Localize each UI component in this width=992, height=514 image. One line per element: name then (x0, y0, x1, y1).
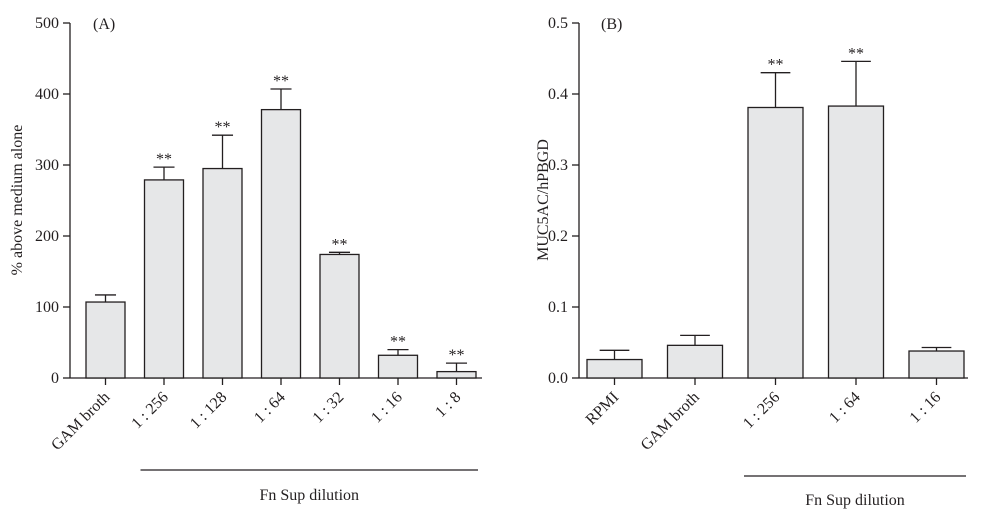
y-tick-label: 300 (35, 157, 59, 174)
group-label: Fn Sup dilution (259, 487, 359, 504)
x-tick-label: 1 : 16 (368, 389, 406, 427)
x-tick-label: 1 : 128 (187, 389, 230, 432)
x-tick-label: 1 : 64 (251, 389, 289, 427)
y-tick-label: 400 (35, 86, 59, 103)
panel-label: (B) (601, 16, 622, 33)
significance-marker: ** (390, 334, 406, 351)
x-tick-label: 1 : 256 (740, 389, 783, 432)
x-tick-label: 1 : 256 (128, 389, 171, 432)
y-tick-label: 0.1 (548, 299, 568, 316)
panel-b: 0.0 0.1 0.2 0.3 0.4 0.5 MUC5AC/hPBGD (B) RPMI GAM… (535, 15, 968, 509)
x-tick-label: 1 : 64 (826, 389, 864, 427)
y-axis-title: MUC5AC/hPBGD (535, 139, 552, 261)
bar (143, 179, 185, 379)
bar (908, 350, 965, 379)
significance-marker: ** (156, 151, 172, 168)
bar (827, 105, 885, 379)
bar (319, 253, 360, 379)
y-axis-title: % above medium alone (9, 125, 26, 276)
bar (747, 106, 804, 379)
bar (202, 167, 243, 379)
y-tick-label: 0.2 (548, 228, 568, 245)
bar (586, 358, 643, 379)
x-tick-label: 1 : 16 (907, 389, 945, 427)
panel-label: (A) (93, 16, 115, 33)
bar (436, 370, 477, 379)
x-tick-label: GAM broth (638, 389, 703, 454)
panel-a: 0 100 200 300 400 500 % above medium alone (A) G… (9, 15, 482, 504)
y-tick-label: 0.0 (548, 370, 568, 387)
y-tick-label: 0.5 (548, 15, 568, 32)
x-tick-label: RPMI (583, 389, 623, 429)
bar (666, 344, 724, 379)
bar (377, 354, 419, 379)
significance-marker: ** (768, 57, 784, 74)
y-tick-label: 200 (35, 228, 59, 245)
y-tick-label: 0.3 (548, 157, 568, 174)
significance-marker: ** (848, 45, 864, 62)
y-tick-label: 0 (51, 370, 59, 387)
significance-marker: ** (449, 347, 465, 364)
y-tick-label: 500 (35, 15, 59, 32)
x-tick-label: GAM broth (48, 389, 113, 454)
significance-marker: ** (215, 119, 231, 136)
x-tick-label: 1 : 8 (432, 389, 464, 421)
group-label: Fn Sup dilution (805, 492, 905, 509)
significance-marker: ** (273, 73, 289, 90)
y-tick-label: 0.4 (548, 86, 568, 103)
x-tick-label: 1 : 32 (310, 389, 348, 427)
bar (85, 301, 126, 379)
y-tick-label: 100 (35, 299, 59, 316)
bar (260, 108, 302, 379)
significance-marker: ** (332, 236, 348, 253)
